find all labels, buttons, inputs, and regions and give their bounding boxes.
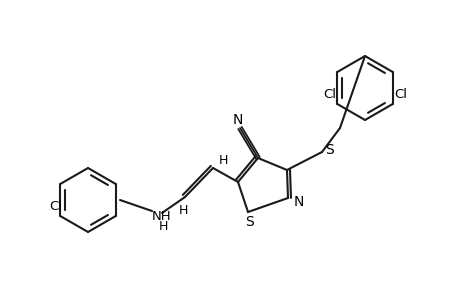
- Text: H: H: [218, 154, 227, 166]
- Text: H: H: [158, 220, 168, 233]
- Text: H: H: [178, 203, 187, 217]
- Text: N: N: [293, 195, 303, 209]
- Text: Cl: Cl: [49, 200, 62, 214]
- Text: NH: NH: [152, 209, 172, 223]
- Text: Cl: Cl: [322, 88, 335, 101]
- Text: S: S: [325, 143, 334, 157]
- Text: Cl: Cl: [393, 88, 406, 101]
- Text: S: S: [245, 215, 254, 229]
- Text: N: N: [232, 113, 243, 127]
